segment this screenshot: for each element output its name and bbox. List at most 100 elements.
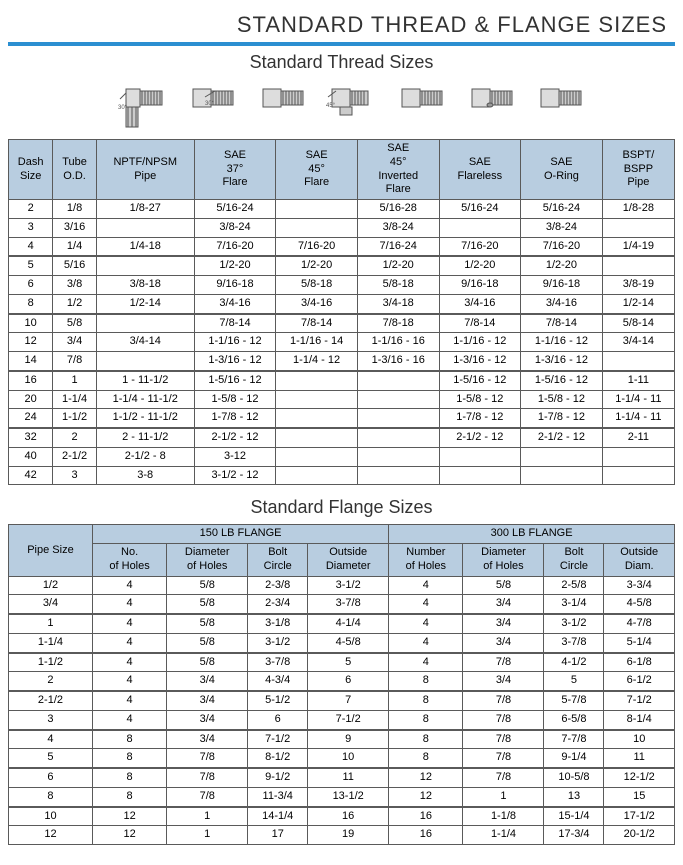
table-cell: 5/8-14 (602, 314, 674, 333)
col-header: SAEO-Ring (521, 140, 603, 200)
table-cell: 17 (248, 826, 308, 845)
table-cell: 3/8-19 (602, 276, 674, 295)
table-cell: 5-7/8 (544, 691, 604, 710)
table-cell (439, 447, 521, 466)
table-cell: 3/8-24 (521, 218, 603, 237)
table-cell: 3-3/4 (604, 576, 675, 595)
table-cell: 4 (92, 614, 166, 633)
table-cell: 5 (9, 749, 93, 768)
table-cell: 7/8-14 (439, 314, 521, 333)
table-row: 147/81-3/16 - 121-1/4 - 121-3/16 - 161-3… (9, 352, 675, 371)
table-cell: 7-1/2 (604, 691, 675, 710)
table-cell: 3 (9, 710, 93, 729)
table-cell: 3-1/2 (544, 614, 604, 633)
table-cell: 8 (389, 730, 463, 749)
table-cell (357, 428, 439, 447)
table-cell: 12 (9, 333, 53, 352)
svg-text:45°: 45° (326, 103, 336, 109)
table-cell (276, 428, 358, 447)
table-cell (96, 256, 194, 275)
table-cell: 5/8 (53, 314, 96, 333)
table-cell: 3/4 (167, 672, 248, 691)
table-cell: 7/8 (53, 352, 96, 371)
thread-section-title: Standard Thread Sizes (8, 52, 675, 73)
table-row: 483/47-1/2987/87-7/810 (9, 730, 675, 749)
table-cell: 17-1/2 (604, 807, 675, 826)
table-cell: 8 (389, 672, 463, 691)
flange-section-title: Standard Flange Sizes (8, 497, 675, 518)
table-cell: 4 (92, 633, 166, 652)
table-cell: 10-5/8 (544, 768, 604, 787)
table-cell: 3/4 (463, 595, 544, 614)
table-cell: 8 (92, 768, 166, 787)
col-header: SAE37°Flare (194, 140, 276, 200)
table-cell: 1-3/16 - 12 (439, 352, 521, 371)
table-cell: 7/8 (463, 653, 544, 672)
table-cell: 7/8-14 (521, 314, 603, 333)
table-cell: 4 (389, 633, 463, 652)
table-row: 1-1/445/83-1/24-5/843/43-7/85-1/4 (9, 633, 675, 652)
table-cell: 3-1/4 (544, 595, 604, 614)
table-cell: 3-1/2 (248, 633, 308, 652)
table-cell: 1 (9, 614, 93, 633)
table-cell: 2-5/8 (544, 576, 604, 595)
table-cell: 11 (604, 749, 675, 768)
table-cell: 4 (389, 653, 463, 672)
table-cell: 3/8 (53, 276, 96, 295)
table-cell: 3/4-14 (602, 333, 674, 352)
table-cell: 5/8-18 (276, 276, 358, 295)
table-row: 687/89-1/211127/810-5/812-1/2 (9, 768, 675, 787)
col-header: SAE45°InvertedFlare (357, 140, 439, 200)
table-cell: 7/8 (463, 691, 544, 710)
table-cell: 8 (9, 787, 93, 806)
table-cell: 12 (9, 826, 93, 845)
fitting-icon: 30° (118, 79, 168, 131)
table-cell: 1/4 (53, 237, 96, 256)
table-cell: 2-11 (602, 428, 674, 447)
table-cell (96, 352, 194, 371)
table-cell: 3/8-24 (194, 218, 276, 237)
table-cell: 1-1/4 (9, 633, 93, 652)
table-row: 63/83/8-189/16-185/8-185/8-189/16-189/16… (9, 276, 675, 295)
table-cell: 32 (9, 428, 53, 447)
table-cell: 7/16-24 (357, 237, 439, 256)
table-cell: 1/2 (53, 294, 96, 313)
table-cell: 7/8 (167, 768, 248, 787)
table-cell: 3/4-16 (521, 294, 603, 313)
table-row: 2-1/243/45-1/2787/85-7/87-1/2 (9, 691, 675, 710)
table-cell: 1/2 (9, 576, 93, 595)
table-cell: 6 (9, 768, 93, 787)
table-cell (276, 390, 358, 409)
table-cell: 8 (92, 749, 166, 768)
table-cell: 5/16-28 (357, 200, 439, 219)
table-cell (357, 409, 439, 428)
thread-table: DashSizeTubeO.D.NPTF/NPSMPipeSAE37°Flare… (8, 139, 675, 485)
table-cell: 3/4 (463, 614, 544, 633)
table-cell: 16 (389, 826, 463, 845)
table-cell: 1-5/16 - 12 (521, 371, 603, 390)
table-cell: 16 (389, 807, 463, 826)
col-header: TubeO.D. (53, 140, 96, 200)
table-cell: 7 (308, 691, 389, 710)
table-cell: 16 (9, 371, 53, 390)
table-cell: 13 (544, 787, 604, 806)
table-cell: 5/8 (167, 633, 248, 652)
table-cell: 14-1/4 (248, 807, 308, 826)
table-cell: 1/4-19 (602, 237, 674, 256)
table-cell: 4 (389, 576, 463, 595)
table-cell: 5/8 (167, 595, 248, 614)
table-cell: 1/4-18 (96, 237, 194, 256)
table-cell: 10 (308, 749, 389, 768)
col-header: BoltCircle (248, 544, 308, 577)
table-row: 243/44-3/4683/456-1/2 (9, 672, 675, 691)
table-cell: 9-1/4 (544, 749, 604, 768)
table-cell: 3/16 (53, 218, 96, 237)
table-row: 3/445/82-3/43-7/843/43-1/44-5/8 (9, 595, 675, 614)
table-cell: 2-1/2 (9, 691, 93, 710)
table-cell: 6-1/2 (604, 672, 675, 691)
table-cell: 9/16-18 (439, 276, 521, 295)
table-cell: 5 (308, 653, 389, 672)
table-cell (96, 218, 194, 237)
col-header: DashSize (9, 140, 53, 200)
table-cell: 3-1/2 - 12 (194, 466, 276, 485)
